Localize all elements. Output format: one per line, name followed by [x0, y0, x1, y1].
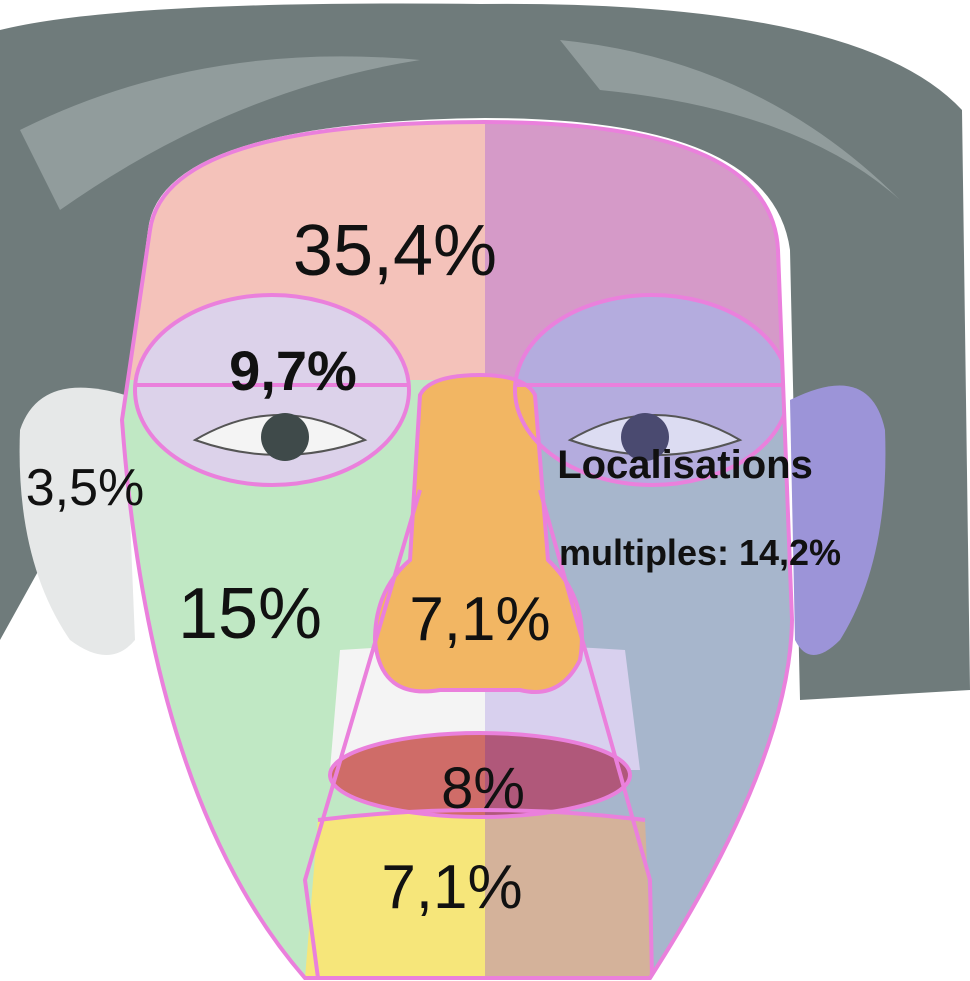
- face-outline: [119, 119, 795, 980]
- left-ear: [19, 387, 135, 655]
- cheeks-label: 15%: [178, 574, 322, 654]
- ears-label: 3,5%: [26, 459, 145, 517]
- multiple-label-2: multiples: 14,2%: [559, 532, 841, 573]
- multiple-label-1: Localisations: [557, 443, 813, 487]
- outlines: [135, 372, 790, 978]
- hair: [0, 3, 970, 700]
- forehead-label: 35,4%: [293, 211, 497, 291]
- eyes-label: 9,7%: [229, 339, 357, 402]
- lips-label: 8%: [441, 756, 525, 821]
- nose-label: 7,1%: [409, 585, 550, 654]
- chin-label: 7,1%: [381, 853, 522, 922]
- right-ear: [790, 385, 886, 655]
- hair-highlight: [20, 40, 900, 210]
